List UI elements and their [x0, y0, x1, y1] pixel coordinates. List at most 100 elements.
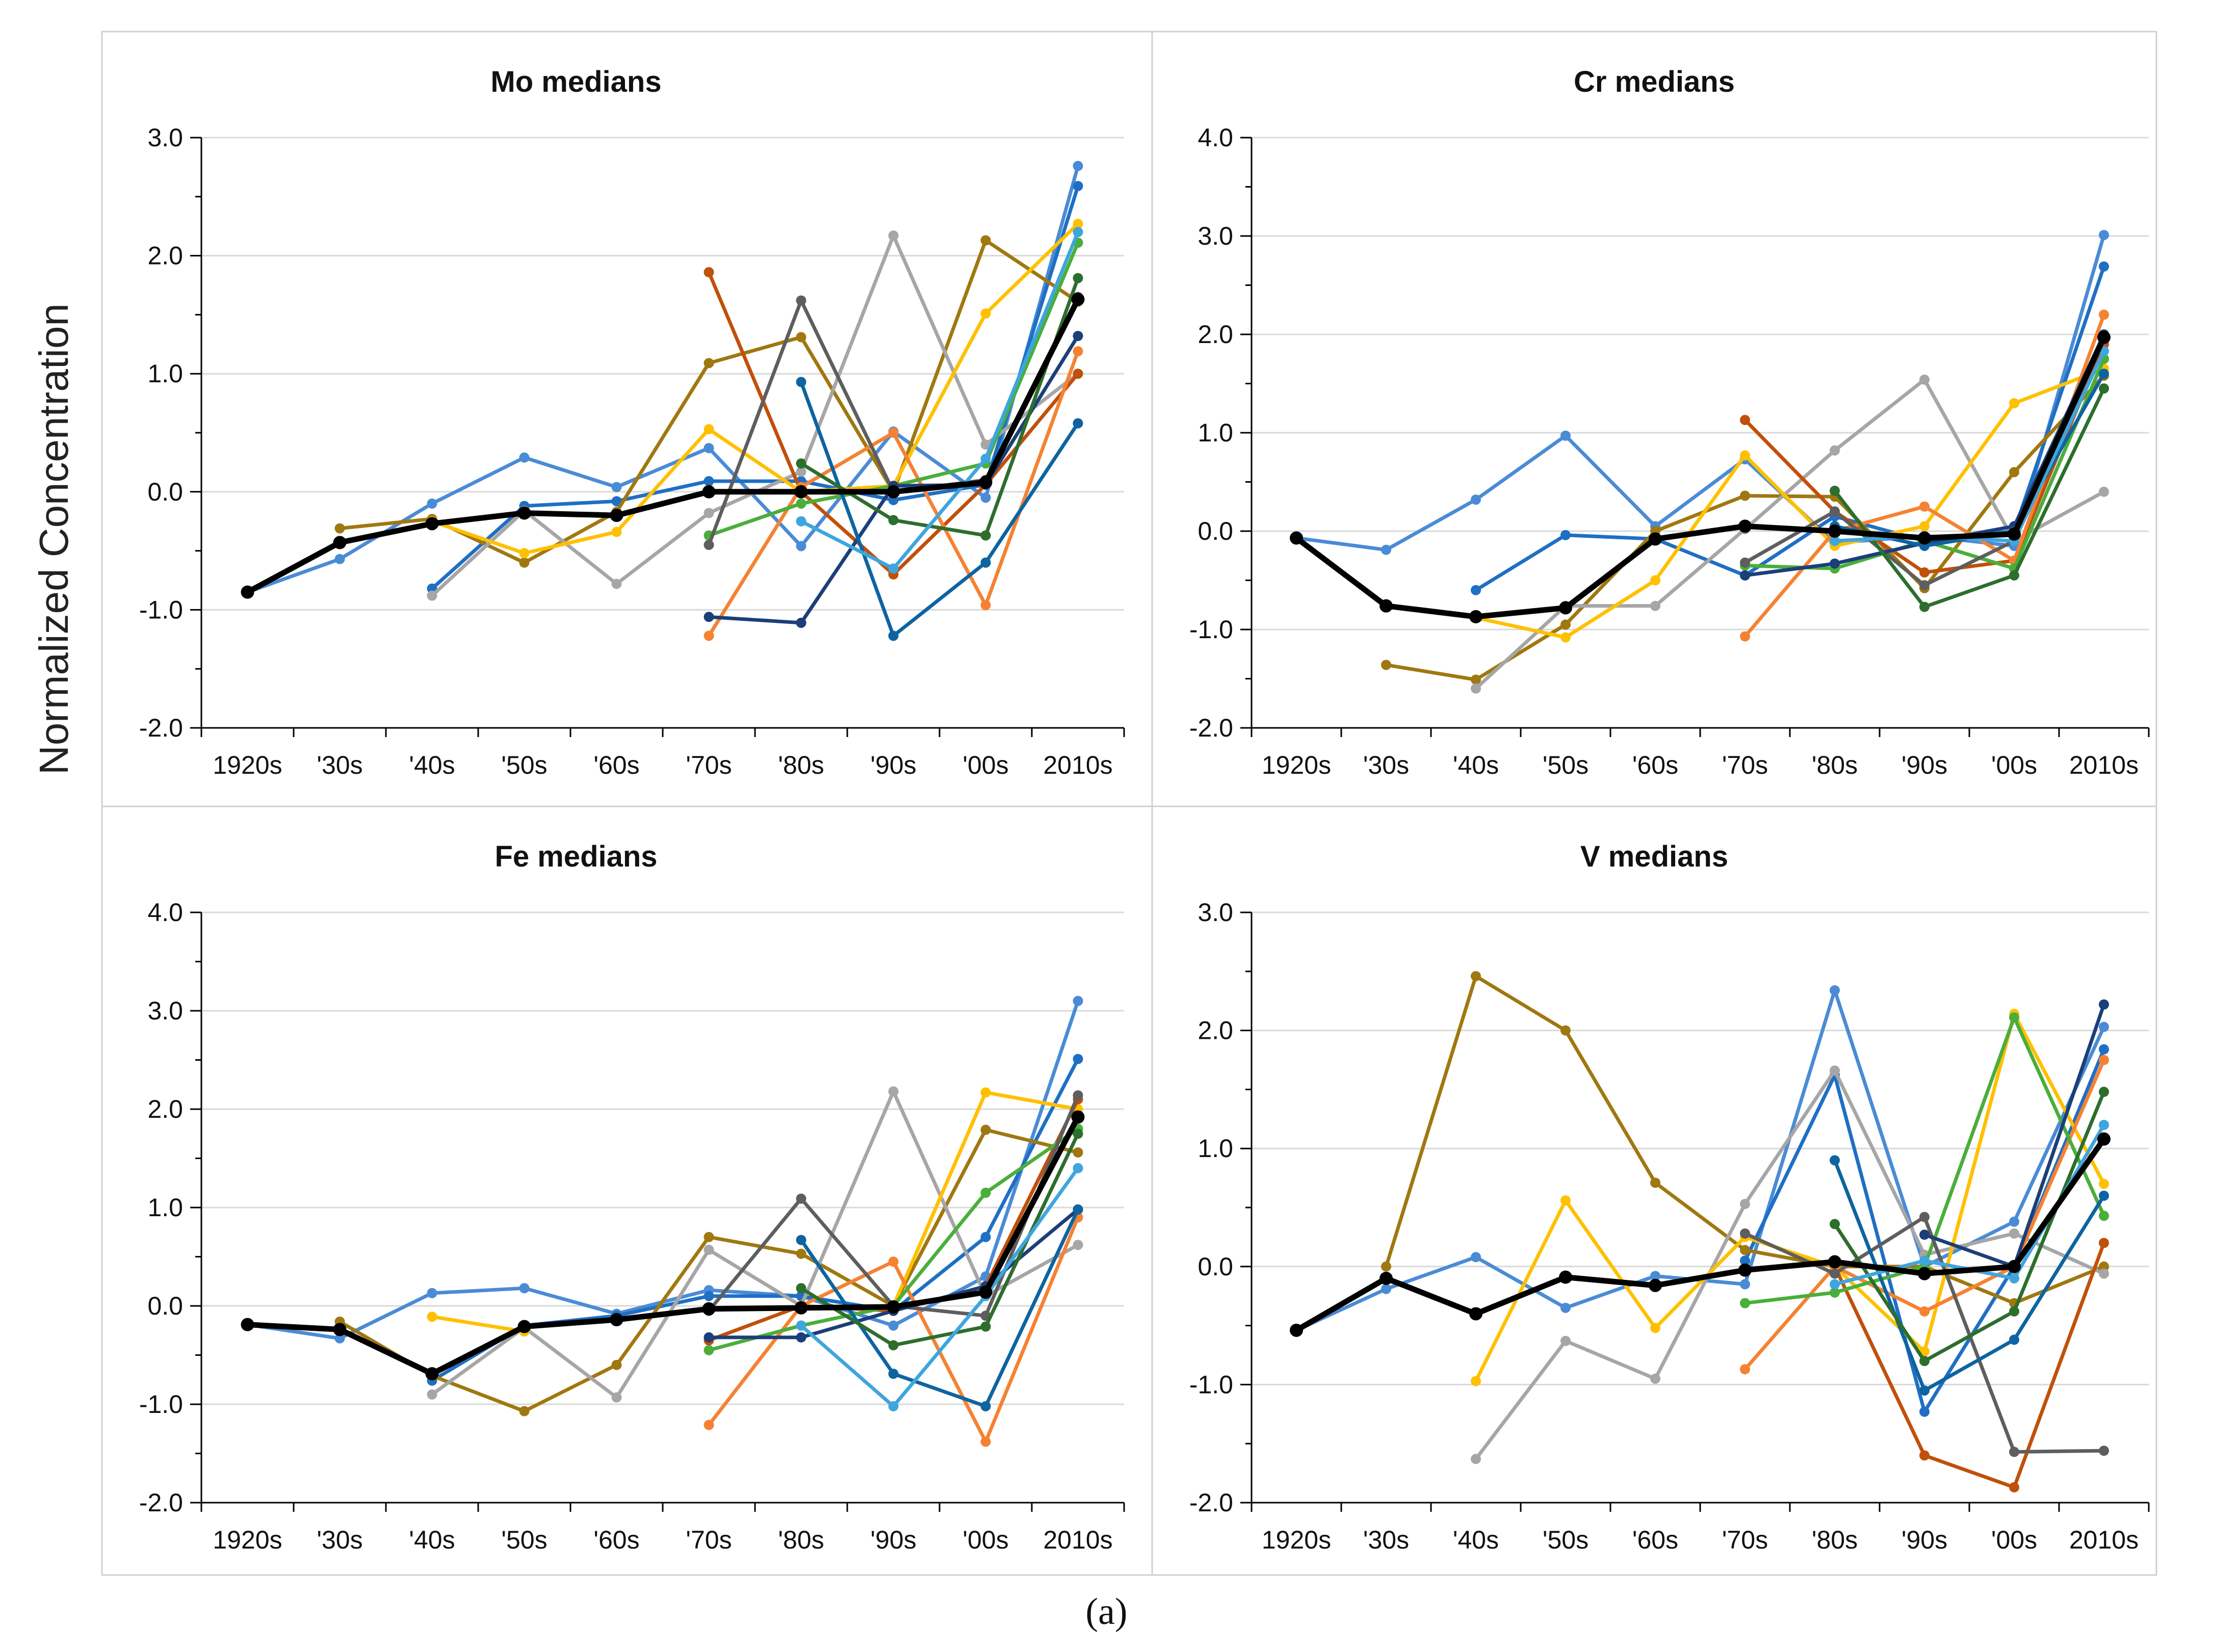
y-tick-label: -2.0: [139, 714, 183, 742]
data-point: [1073, 1147, 1083, 1158]
series-yellow: [1471, 363, 2109, 643]
data-point: [888, 1256, 899, 1267]
y-tick-label: 1.0: [1197, 418, 1233, 447]
data-point: [2099, 1044, 2109, 1055]
series-line: [1474, 378, 2106, 691]
data-point: [2099, 369, 2109, 379]
data-point: [888, 1340, 899, 1351]
data-point: [1830, 1065, 1840, 1076]
y-tick-label: 2.0: [147, 242, 183, 270]
y-tick-label: 0.0: [147, 478, 183, 506]
data-point: [980, 1087, 991, 1098]
x-tick-label: '50s: [501, 1526, 547, 1554]
data-point: [1830, 506, 1840, 517]
data-point: [2099, 486, 2109, 497]
data-point: [888, 1320, 899, 1331]
data-point: [427, 1288, 437, 1298]
series-line: [430, 233, 1080, 598]
y-tick-label: 3.0: [1197, 222, 1233, 250]
data-point: [980, 1188, 991, 1198]
data-point: [1560, 530, 1571, 540]
data-point: [1073, 1204, 1083, 1215]
x-tick-label: '70s: [1722, 751, 1768, 779]
data-point: [1650, 575, 1660, 586]
data-point: [796, 458, 806, 469]
data-point: [1919, 580, 1930, 591]
data-point: [1073, 161, 1083, 171]
data-point: [796, 516, 806, 527]
data-point: [1740, 557, 1750, 568]
data-point: [1073, 1163, 1083, 1173]
series-line: [799, 1132, 1080, 1347]
data-point: [1560, 632, 1571, 643]
y-tick-label: 4.0: [147, 898, 183, 927]
data-point: [796, 1193, 806, 1204]
data-point: [519, 557, 530, 568]
data-point: [427, 1312, 437, 1322]
x-tick-label: '90s: [870, 1526, 916, 1554]
x-tick-label: '00s: [1991, 1526, 2037, 1554]
data-point: [1830, 558, 1840, 569]
data-point: [334, 523, 345, 534]
data-point: [1073, 346, 1083, 357]
data-point: [1828, 1255, 1841, 1269]
series-dark-green: [1830, 1087, 2109, 1367]
data-point: [1650, 1323, 1660, 1333]
data-point: [1469, 1307, 1482, 1321]
series-line: [1294, 233, 2106, 552]
y-tick-label: 4.0: [1197, 123, 1233, 152]
data-point: [519, 452, 530, 463]
data-point: [1073, 219, 1083, 229]
data-point: [796, 295, 806, 306]
x-tick-label: '90s: [1902, 751, 1947, 779]
x-tick-label: '80s: [778, 751, 824, 779]
chart-panel-3: Fe medians -2.0 -1.0 0.0 1.0 2.0 3.0 4.0 1920s '3…: [139, 840, 1125, 1554]
data-point: [1738, 1263, 1752, 1277]
data-point: [427, 498, 437, 509]
data-point: [1740, 1228, 1750, 1239]
data-point: [1073, 369, 1083, 379]
x-tick-label: '70s: [686, 1526, 732, 1554]
data-point: [702, 1302, 716, 1316]
data-point: [888, 1401, 899, 1411]
data-point: [980, 453, 991, 464]
data-point: [241, 1318, 254, 1331]
data-point: [519, 1283, 530, 1294]
series-line: [245, 296, 1081, 595]
data-point: [1830, 1279, 1840, 1290]
data-point: [702, 485, 716, 499]
y-tick-label: 3.0: [1197, 898, 1233, 927]
data-point: [888, 230, 899, 241]
data-point: [2099, 1211, 2109, 1221]
data-point: [980, 439, 991, 450]
data-point: [980, 1401, 991, 1411]
data-point: [1650, 1177, 1660, 1188]
data-point: [611, 527, 622, 537]
data-point: [704, 1291, 714, 1301]
data-point: [1740, 1364, 1750, 1375]
data-point: [796, 617, 806, 628]
y-tick-label: -1.0: [1189, 615, 1233, 644]
series-line: [1833, 1241, 2106, 1489]
data-point: [1560, 1195, 1571, 1206]
x-tick-label: '50s: [501, 751, 547, 779]
data-point: [1830, 1155, 1840, 1166]
data-point: [1919, 501, 1930, 512]
y-tick-label: 0.0: [1197, 1252, 1233, 1281]
data-point: [1073, 418, 1083, 429]
series-line: [1833, 1158, 2106, 1393]
series-line: [430, 1089, 1080, 1399]
data-point: [796, 1283, 806, 1294]
data-point: [1290, 531, 1303, 545]
data-point: [1073, 1129, 1083, 1139]
series-dark-gold: [1381, 971, 2109, 1308]
data-point: [2009, 398, 2019, 409]
data-point: [1650, 1271, 1660, 1281]
chart-panel-4: V medians -2.0 -1.0 0.0 1.0 2.0 3.0 1920s '30s '4…: [1189, 840, 2150, 1554]
data-point: [794, 485, 808, 499]
data-point: [2009, 1447, 2019, 1457]
data-point: [704, 424, 714, 435]
data-point: [1918, 1267, 1931, 1280]
x-tick-label: '70s: [1722, 1526, 1768, 1554]
data-point: [1073, 1090, 1083, 1100]
